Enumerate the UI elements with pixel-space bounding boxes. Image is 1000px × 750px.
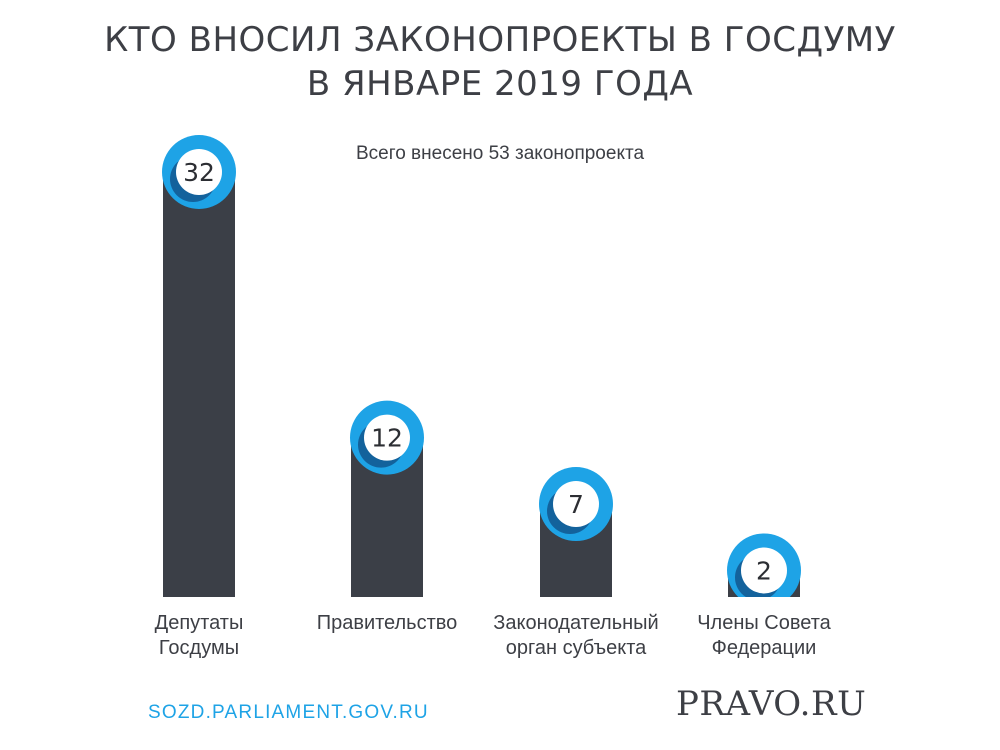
value-marker-inner xyxy=(176,149,222,195)
value-marker-inner xyxy=(741,547,787,594)
bar xyxy=(163,172,235,597)
category-label: Депутаты Госдумы xyxy=(155,612,244,659)
data-label: 2 xyxy=(756,556,772,585)
chart-subtitle: Всего внесено 53 законопроекта xyxy=(355,143,645,164)
data-label: 12 xyxy=(371,424,403,453)
category-label: Члены Совета Федерации xyxy=(697,612,831,659)
chart-title: КТО ВНОСИЛ ЗАКОНОПРОЕКТЫ В ГОСДУМУ В ЯНВ… xyxy=(0,18,1000,106)
bar-group: 2 Члены Совета Федерации xyxy=(697,533,832,659)
data-label: 32 xyxy=(183,158,215,187)
value-marker-inner xyxy=(364,414,410,461)
bar-group: 32 Депутаты Госдумы xyxy=(155,135,244,659)
bar-group: 7 Законодательный орган субъекта xyxy=(493,467,659,659)
source-link[interactable]: SOZD.PARLIAMENT.GOV.RU xyxy=(148,702,429,723)
bar-group: 12 Правительство xyxy=(317,400,458,634)
category-label: Законодательный орган субъекта xyxy=(493,612,658,659)
category-label: Правительство xyxy=(317,612,458,634)
value-marker-inner xyxy=(553,481,599,528)
brand-logo: PRAVO.RU xyxy=(676,684,867,724)
chart-title-line-1: КТО ВНОСИЛ ЗАКОНОПРОЕКТЫ В ГОСДУМУ xyxy=(104,20,896,60)
chart-title-line-2: В ЯНВАРЕ 2019 ГОДА xyxy=(306,64,694,104)
data-label: 7 xyxy=(568,490,584,519)
